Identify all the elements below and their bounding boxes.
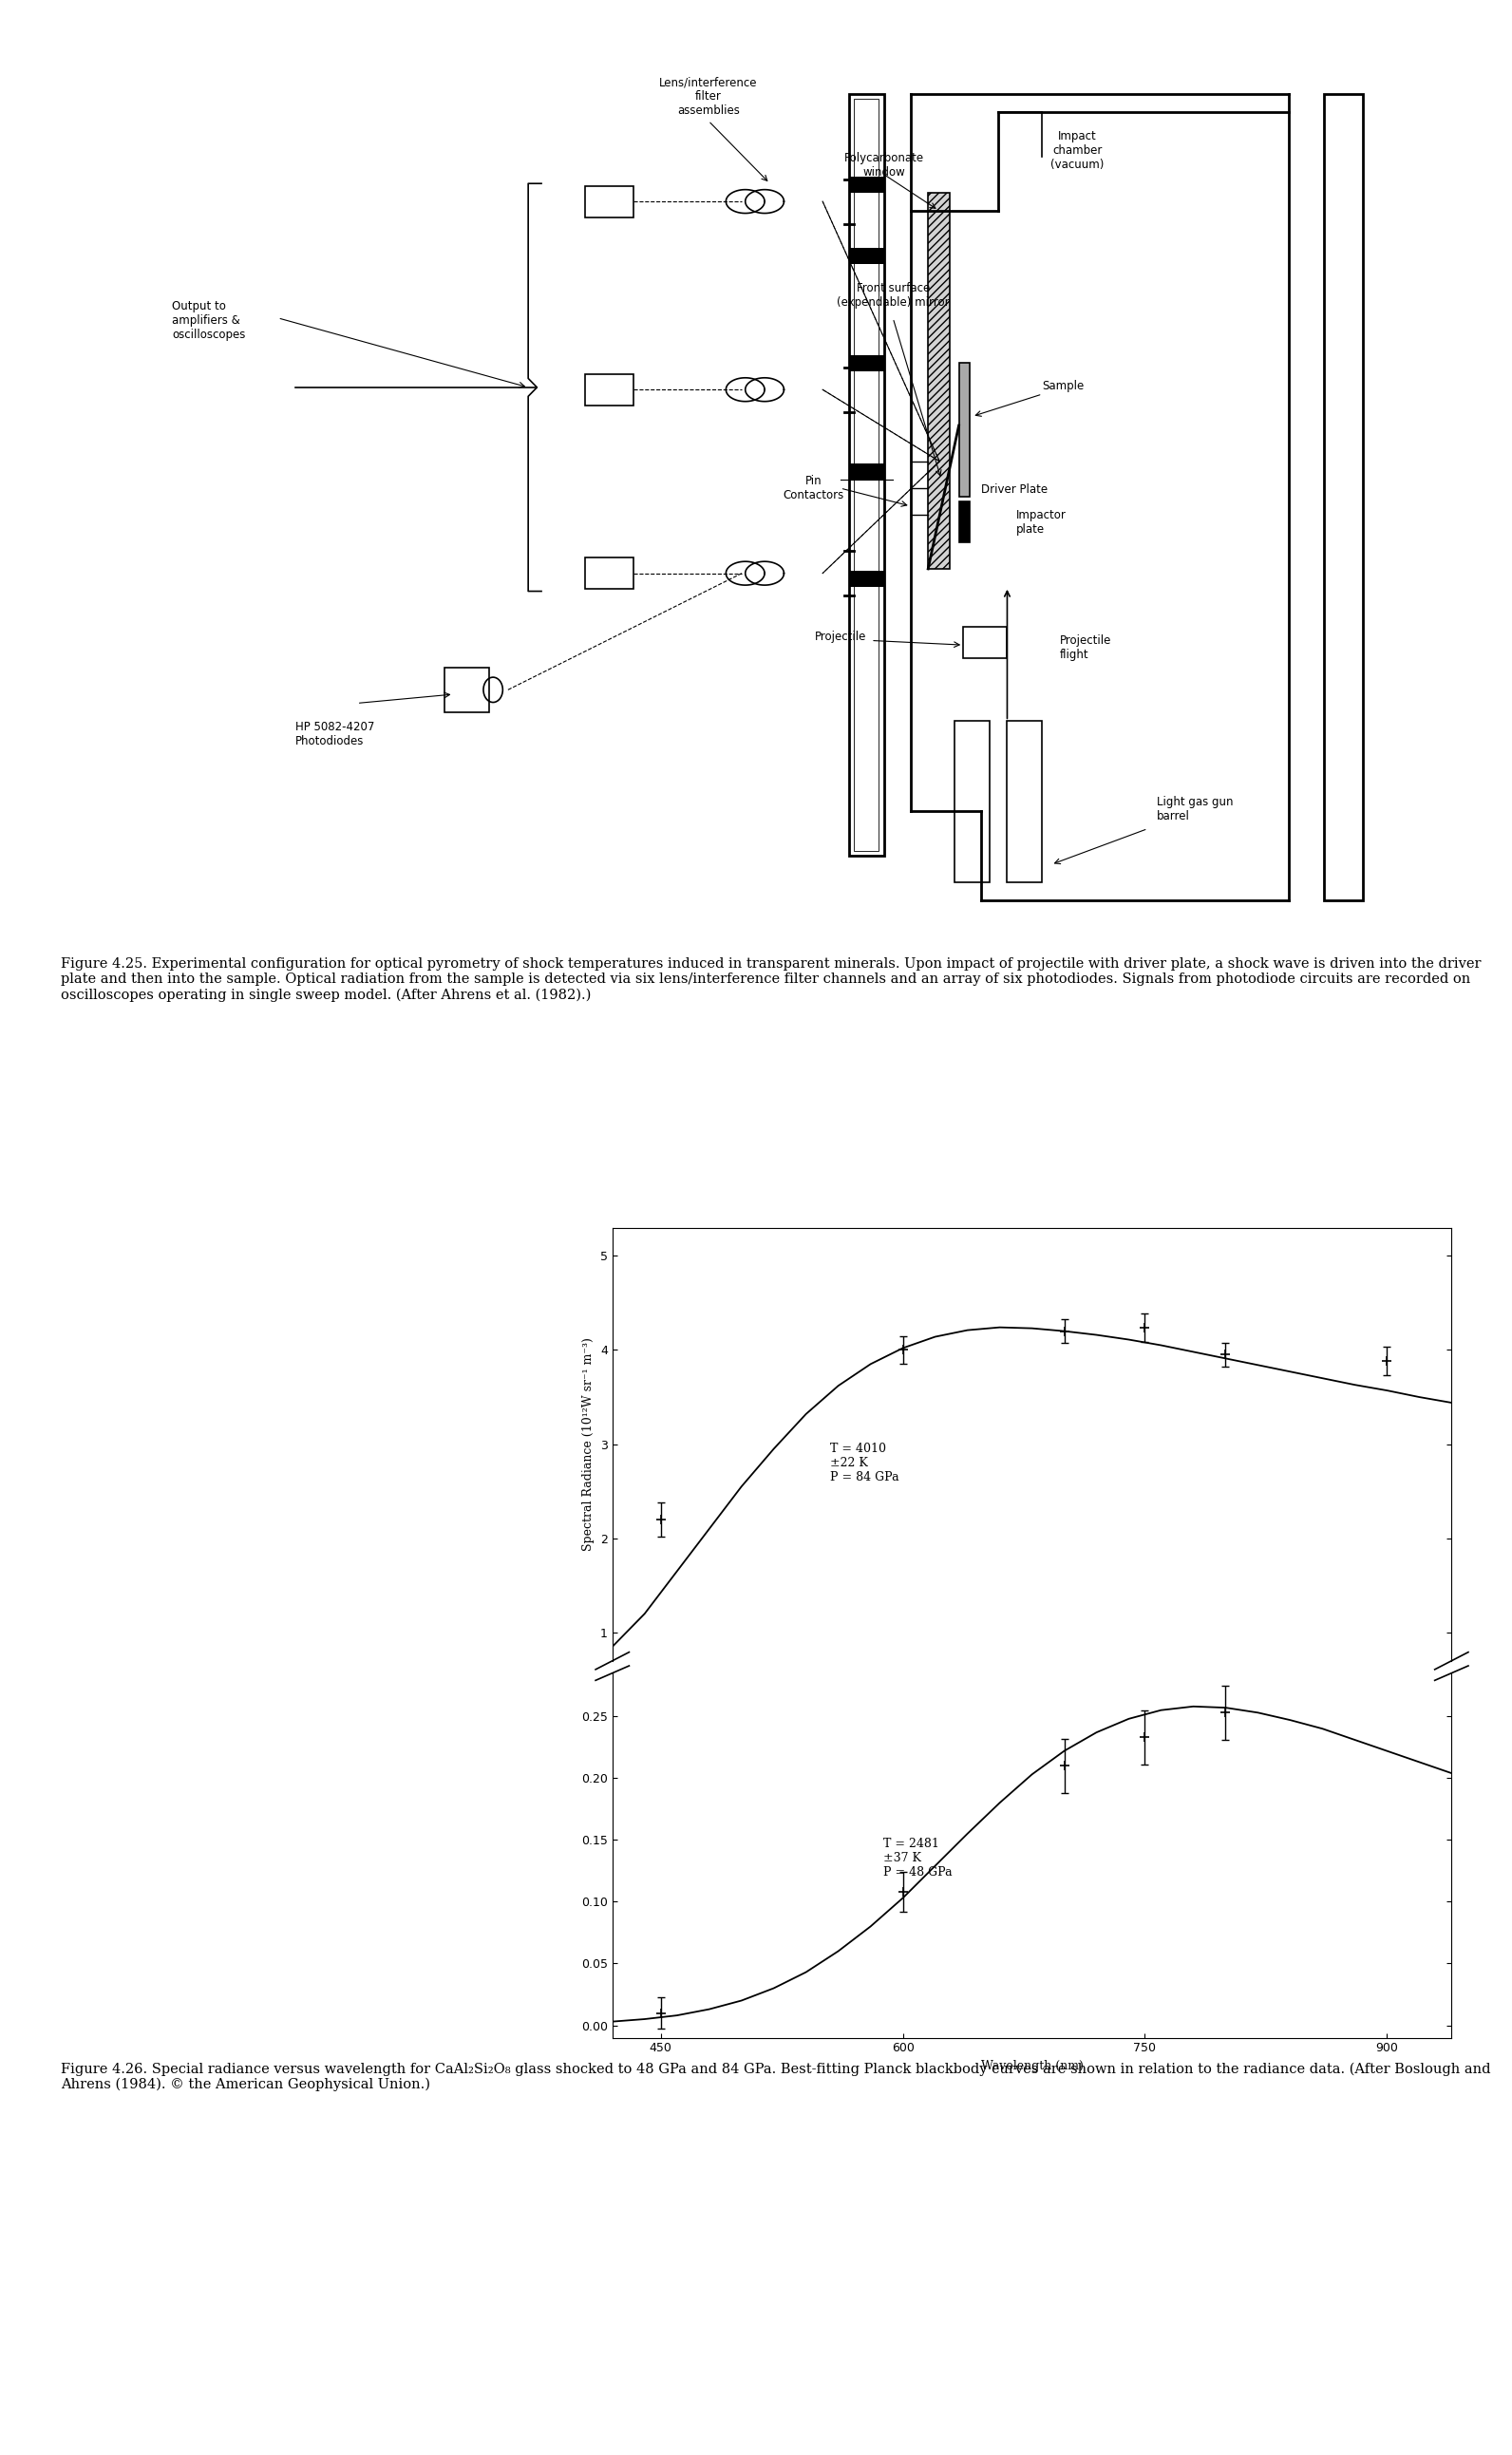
Text: Projectile
flight: Projectile flight xyxy=(1060,636,1111,660)
Bar xyxy=(850,248,885,265)
Bar xyxy=(585,557,634,589)
Bar xyxy=(850,356,885,371)
Text: Figure 4.25. Experimental configuration for optical pyrometry of shock temperatu: Figure 4.25. Experimental configuration … xyxy=(60,957,1480,1002)
Text: Sample: Sample xyxy=(1042,381,1084,393)
Bar xyxy=(585,373,634,405)
Bar xyxy=(928,191,950,570)
Bar xyxy=(585,187,634,216)
Bar xyxy=(850,93,885,857)
Text: Projectile: Projectile xyxy=(815,631,866,643)
Bar xyxy=(850,177,885,191)
Bar xyxy=(850,570,885,587)
Text: Polycarbonate
window: Polycarbonate window xyxy=(844,152,924,179)
X-axis label: Wavelength (nm): Wavelength (nm) xyxy=(981,2060,1083,2072)
Bar xyxy=(850,464,885,479)
Text: Impact
chamber
(vacuum): Impact chamber (vacuum) xyxy=(1051,130,1104,169)
Text: Impactor
plate: Impactor plate xyxy=(1016,508,1066,535)
Bar xyxy=(1007,722,1042,881)
Bar xyxy=(954,722,990,881)
Bar xyxy=(445,668,488,712)
Text: Light gas gun
barrel: Light gas gun barrel xyxy=(1157,795,1234,822)
Bar xyxy=(1323,93,1364,901)
Bar xyxy=(854,98,878,852)
Bar xyxy=(959,363,969,496)
Text: Output to
amplifiers &
oscilloscopes: Output to amplifiers & oscilloscopes xyxy=(172,300,246,341)
Y-axis label: Spectral Radiance (10¹²W sr⁻¹ m⁻³): Spectral Radiance (10¹²W sr⁻¹ m⁻³) xyxy=(582,1338,594,1552)
Text: Figure 4.26. Special radiance versus wavelength for CaAl₂Si₂O₈ glass shocked to : Figure 4.26. Special radiance versus wav… xyxy=(60,2062,1491,2092)
Text: Lens/interference
filter
assemblies: Lens/interference filter assemblies xyxy=(659,76,758,118)
Bar xyxy=(963,626,1007,658)
Text: HP 5082-4207
Photodiodes: HP 5082-4207 Photodiodes xyxy=(295,722,375,749)
Bar xyxy=(959,501,969,543)
Text: Pin
Contactors: Pin Contactors xyxy=(783,474,844,501)
Text: T = 4010
±22 K
P = 84 GPa: T = 4010 ±22 K P = 84 GPa xyxy=(830,1444,900,1483)
Text: T = 2481
±37 K
P = 48 GPa: T = 2481 ±37 K P = 48 GPa xyxy=(883,1839,953,1878)
Text: Driver Plate: Driver Plate xyxy=(981,484,1048,496)
Text: Front surface
(expendable) mirror: Front surface (expendable) mirror xyxy=(836,282,950,309)
